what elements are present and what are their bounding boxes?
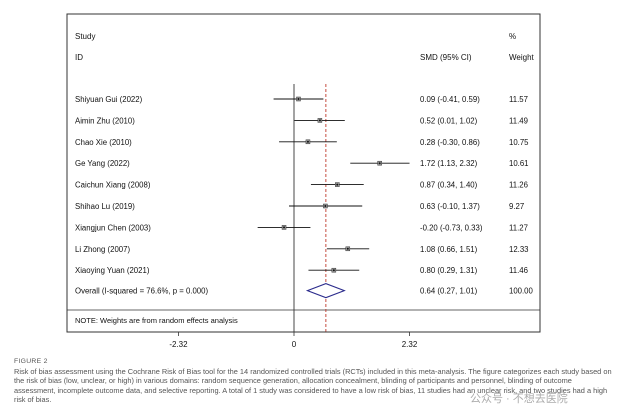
study-ci-text: 0.52 (0.01, 1.02)	[420, 116, 478, 125]
x-tick-label: 0	[292, 340, 297, 349]
study-weight: 11.26	[509, 181, 528, 190]
study-point-estimate	[318, 119, 321, 122]
x-tick-label: -2.32	[169, 340, 188, 349]
study-weight: 11.27	[509, 223, 528, 232]
overall-weight: 100.00	[509, 287, 534, 296]
watermark: 公众号 · 不想去医院	[470, 393, 568, 405]
study-rows: Shiyuan Gui (2022) 0.09 (-0.41, 0.59) 11.5…	[75, 95, 534, 296]
study-ci-text: -0.20 (-0.73, 0.33)	[420, 223, 483, 232]
study-weight: 11.46	[509, 266, 528, 275]
study-point-estimate	[336, 183, 339, 186]
x-axis-ticks: -2.32 0 2.32	[169, 332, 418, 349]
forest-plot: Study ID % SMD (95% CI) Weight Shiyuan G…	[66, 13, 541, 349]
study-point-estimate	[332, 269, 335, 272]
study-ci-text: 0.63 (-0.10, 1.37)	[420, 202, 480, 211]
header-weight-percent: %	[509, 32, 516, 41]
study-label: Xiangjun Chen (2003)	[75, 223, 151, 232]
study-label: Shiyuan Gui (2022)	[75, 95, 143, 104]
study-weight: 11.57	[509, 95, 528, 104]
study-point-estimate	[306, 140, 309, 143]
caption-text: Risk of bias assessment using the Cochra…	[14, 366, 612, 405]
note-text: NOTE: Weights are from random effects an…	[75, 316, 238, 325]
study-label: Li Zhong (2007)	[75, 245, 130, 254]
study-point-estimate	[378, 162, 381, 165]
study-label: Caichun Xiang (2008)	[75, 181, 151, 190]
study-weight: 10.75	[509, 138, 529, 147]
study-ci-text: 0.28 (-0.30, 0.86)	[420, 138, 480, 147]
figure-label: FIGURE 2	[14, 358, 48, 365]
overall-ci-text: 0.64 (0.27, 1.01)	[420, 287, 478, 296]
study-weight: 12.33	[509, 245, 529, 254]
study-label: Chao Xie (2010)	[75, 138, 132, 147]
study-label: Xiaoying Yuan (2021)	[75, 266, 150, 275]
study-label: Aimin Zhu (2010)	[75, 116, 135, 125]
study-weight: 9.27	[509, 202, 524, 211]
study-point-estimate	[324, 205, 327, 207]
header-study: Study	[75, 32, 95, 41]
study-point-estimate	[297, 98, 300, 100]
overall-diamond	[305, 283, 346, 299]
study-label: Shihao Lu (2019)	[75, 202, 135, 211]
x-tick-label: 2.32	[402, 340, 418, 349]
study-point-estimate	[346, 247, 349, 250]
study-ci-text: 0.80 (0.29, 1.31)	[420, 266, 478, 275]
header-smd: SMD (95% CI)	[420, 53, 472, 62]
study-weight: 11.49	[509, 116, 528, 125]
study-ci-text: 0.87 (0.34, 1.40)	[420, 181, 478, 190]
study-ci-text: 1.72 (1.13, 2.32)	[420, 159, 478, 168]
header-id: ID	[75, 53, 83, 62]
study-point-estimate	[283, 226, 286, 229]
study-ci-text: 0.09 (-0.41, 0.59)	[420, 95, 480, 104]
study-ci-text: 1.08 (0.66, 1.51)	[420, 245, 478, 254]
study-label: Ge Yang (2022)	[75, 159, 130, 168]
plot-marks	[257, 84, 410, 332]
header-weight: Weight	[509, 53, 535, 62]
overall-label: Overall (I-squared = 76.6%, p = 0.000)	[75, 287, 208, 296]
figure-caption: FIGURE 2 Risk of bias assessment using t…	[14, 357, 614, 405]
study-weight: 10.61	[509, 159, 529, 168]
